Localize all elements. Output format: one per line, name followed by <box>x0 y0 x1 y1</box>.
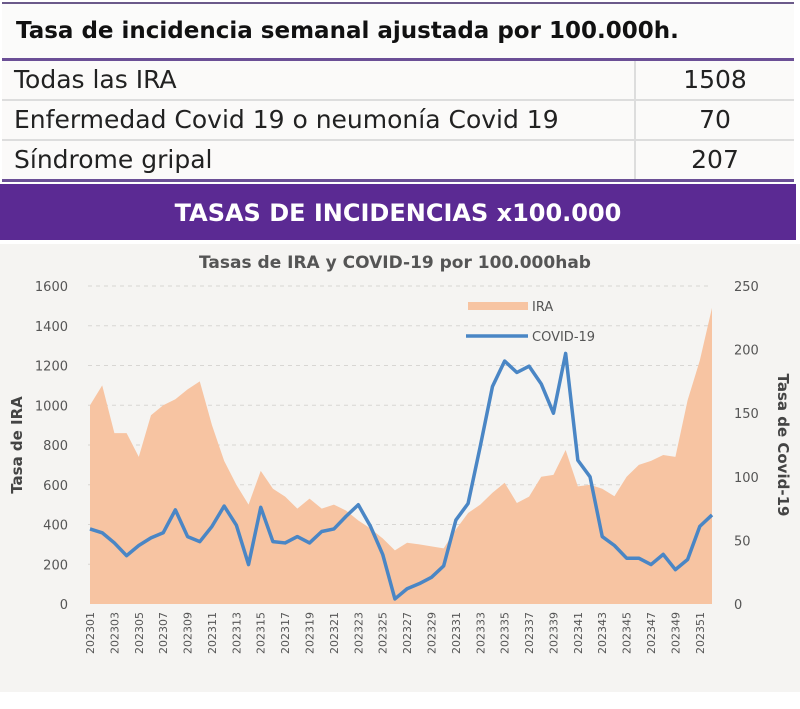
legend-ira-label: IRA <box>532 300 553 315</box>
x-tick-label: 202335 <box>499 612 512 654</box>
x-tick-label: 202315 <box>255 612 268 654</box>
y-tick-label: 1600 <box>35 280 68 295</box>
x-tick-label: 202303 <box>108 612 121 654</box>
x-tick-label: 202341 <box>572 612 585 654</box>
x-tick-label: 202333 <box>474 612 487 654</box>
y-tick-label: 800 <box>43 439 68 454</box>
x-tick-label: 202351 <box>694 612 707 654</box>
x-tick-label: 202325 <box>377 612 390 654</box>
chart-title: Tasas de IRA y COVID-19 por 100.000hab <box>199 253 591 273</box>
x-tick-label: 202317 <box>279 612 292 654</box>
incidence-table: Tasa de incidencia semanal ajustada por … <box>2 2 794 182</box>
row-value: 1508 <box>683 65 747 94</box>
y2-tick-label: 200 <box>734 344 759 359</box>
row-label: Síndrome gripal <box>2 141 636 179</box>
row-value: 70 <box>699 105 731 134</box>
row-label: Enfermedad Covid 19 o neumonía Covid 19 <box>2 101 636 139</box>
y-tick-label: 1000 <box>35 399 68 414</box>
row-value: 207 <box>691 145 739 174</box>
x-tick-label: 202307 <box>157 612 170 654</box>
x-tick-label: 202347 <box>645 612 658 654</box>
section-banner: TASAS DE INCIDENCIAS x100.000 <box>0 184 796 240</box>
y2-tick-label: 250 <box>734 280 759 295</box>
x-tick-label: 202319 <box>304 612 317 654</box>
row-label: Todas las IRA <box>2 61 636 99</box>
y-tick-label: 0 <box>60 598 68 613</box>
ira-area <box>90 307 712 604</box>
y-tick-label: 1400 <box>35 320 68 335</box>
x-tick-label: 202339 <box>547 612 560 654</box>
x-tick-label: 202323 <box>352 612 365 654</box>
y-tick-label: 1200 <box>35 360 68 375</box>
y2-tick-label: 150 <box>734 407 759 422</box>
x-tick-label: 202321 <box>328 612 341 654</box>
x-tick-label: 202327 <box>401 612 414 654</box>
y2-axis-label: Tasa de Covid-19 <box>774 374 792 517</box>
x-tick-label: 202345 <box>621 612 634 654</box>
x-tick-label: 202331 <box>450 612 463 654</box>
x-tick-label: 202329 <box>425 612 438 654</box>
x-tick-label: 202337 <box>523 612 536 654</box>
y2-tick-label: 100 <box>734 471 759 486</box>
y2-tick-label: 50 <box>734 534 751 549</box>
legend-covid-label: COVID-19 <box>532 330 595 345</box>
y-tick-label: 400 <box>43 519 68 534</box>
table-row: Todas las IRA 1508 <box>2 61 794 101</box>
x-tick-label: 202305 <box>133 612 146 654</box>
legend-ira-swatch <box>468 302 528 310</box>
table-title: Tasa de incidencia semanal ajustada por … <box>2 4 794 61</box>
x-tick-label: 202309 <box>182 612 195 654</box>
table-row: Síndrome gripal 207 <box>2 141 794 182</box>
table-row: Enfermedad Covid 19 o neumonía Covid 19 … <box>2 101 794 141</box>
x-tick-label: 202311 <box>206 612 219 654</box>
x-tick-label: 202301 <box>84 612 97 654</box>
x-tick-label: 202343 <box>596 612 609 654</box>
x-tick-label: 202313 <box>230 612 243 654</box>
x-tick-label: 202349 <box>669 612 682 654</box>
y-tick-label: 600 <box>43 479 68 494</box>
y2-tick-label: 0 <box>734 598 742 613</box>
y-tick-label: 200 <box>43 558 68 573</box>
covid-line <box>89 351 714 601</box>
y-axis-label: Tasa de IRA <box>8 396 26 494</box>
